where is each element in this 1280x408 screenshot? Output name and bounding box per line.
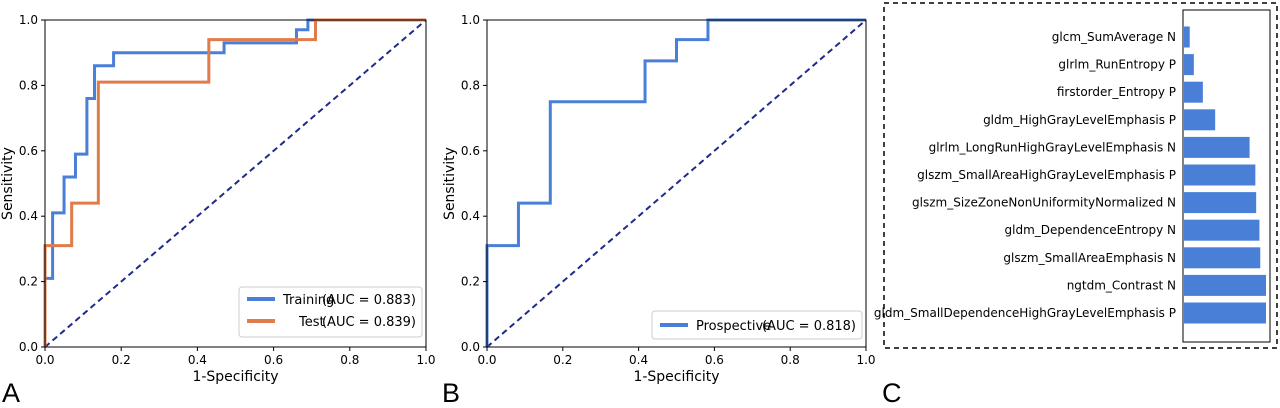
panel-label: C <box>882 378 902 408</box>
y-tick-label: 0.6 <box>19 144 38 158</box>
x-tick-label: 1.0 <box>416 353 435 367</box>
chance-diagonal-line <box>486 19 867 348</box>
y-tick-label: 0.0 <box>461 340 480 354</box>
feature-bar <box>1184 247 1261 269</box>
feature-label: gldm_HighGrayLevelEmphasis P <box>983 113 1176 127</box>
feature-bar <box>1184 54 1194 76</box>
feature-label: firstorder_Entropy P <box>1057 85 1176 99</box>
x-axis-label: 1-Specificity <box>633 369 719 385</box>
feature-bar <box>1184 274 1266 296</box>
chance-diagonal-line <box>44 19 427 348</box>
feature-label: gldm_SmallDependenceHighGrayLevelEmphasi… <box>874 306 1176 320</box>
plot-frame <box>44 19 427 348</box>
x-axis-label: 1-Specificity <box>192 369 278 385</box>
x-tick-label: 0.0 <box>477 353 496 367</box>
roc-chart-b: 0.0 0.2 0.4 0.6 0.8 1.0 0.0 0.2 0.4 0.6 0.8 1.0 1-Sp… <box>442 13 876 408</box>
legend-auc-training: (AUC = 0.883) <box>322 293 416 308</box>
legend-label-prospective: Prospective <box>696 319 771 334</box>
x-tick-label: 0.8 <box>340 353 359 367</box>
y-tick-label: 0.0 <box>19 340 38 354</box>
y-tick-label: 0.4 <box>19 209 38 223</box>
x-tick-label: 0.2 <box>112 353 131 367</box>
feature-label: gldm_DependenceEntropy N <box>1005 223 1177 237</box>
feature-bar <box>1184 192 1257 214</box>
x-tick-label: 0.4 <box>188 353 207 367</box>
y-tick-label: 0.4 <box>461 209 480 223</box>
x-tick-label: 0.8 <box>781 353 800 367</box>
y-axis-label: Sensitivity <box>0 147 16 220</box>
feature-bar <box>1184 219 1260 241</box>
legend-label-training: Training <box>282 293 334 308</box>
feature-bar <box>1184 26 1190 48</box>
feature-bar <box>1184 81 1203 103</box>
x-tick-label: 0.6 <box>264 353 283 367</box>
y-tick-label: 0.2 <box>461 275 480 289</box>
plot-frame <box>1182 9 1271 343</box>
y-axis-label: Sensitivity <box>442 147 458 220</box>
x-tick-label: 1.0 <box>856 353 875 367</box>
feature-label: glszm_SizeZoneNonUniformityNormalized N <box>912 196 1176 210</box>
y-tick-label: 1.0 <box>19 13 38 27</box>
feature-importance-chart: glcm_SumAverage N glrlm_RunEntropy P first… <box>874 2 1278 408</box>
x-tick-label: 0.4 <box>629 353 648 367</box>
panel-label: B <box>442 378 460 408</box>
roc-chart-a: 0.0 0.2 0.4 0.6 0.8 1.0 0.0 0.2 0.4 0.6 0.8 1.0 1-Sp… <box>0 13 436 408</box>
feature-label: glcm_SumAverage N <box>1052 30 1176 44</box>
panel-label: A <box>2 378 20 408</box>
feature-bar <box>1184 136 1250 158</box>
y-tick-label: 0.8 <box>461 78 480 92</box>
x-tick-label: 0.0 <box>35 353 54 367</box>
legend-auc-test: (AUC = 0.839) <box>322 315 416 330</box>
feature-label: glrlm_RunEntropy P <box>1058 58 1176 72</box>
legend-box <box>651 310 863 340</box>
roc-curve-training <box>43 18 426 347</box>
legend-auc-prospective: (AUC = 0.818) <box>762 319 856 334</box>
feature-bar <box>1184 109 1216 131</box>
feature-bar <box>1184 302 1266 324</box>
feature-label: glrlm_LongRunHighGrayLevelEmphasis N <box>929 140 1176 154</box>
x-tick-label: 0.2 <box>553 353 572 367</box>
y-tick-label: 1.0 <box>461 13 480 27</box>
y-tick-label: 0.2 <box>19 275 38 289</box>
plot-frame <box>486 19 867 348</box>
y-tick-label: 0.6 <box>461 144 480 158</box>
roc-curve-prospective <box>485 18 866 347</box>
feature-label: ngtdm_Contrast N <box>1067 278 1176 292</box>
legend-label-test: Test <box>298 315 325 330</box>
legend-box <box>238 286 423 338</box>
feature-label: glszm_SmallAreaEmphasis N <box>1003 251 1176 265</box>
y-tick-label: 0.8 <box>19 78 38 92</box>
feature-label: glszm_SmallAreaHighGrayLevelEmphasis P <box>917 168 1176 182</box>
feature-bar <box>1184 164 1256 186</box>
roc-curve-test <box>43 18 426 347</box>
x-tick-label: 0.6 <box>705 353 724 367</box>
